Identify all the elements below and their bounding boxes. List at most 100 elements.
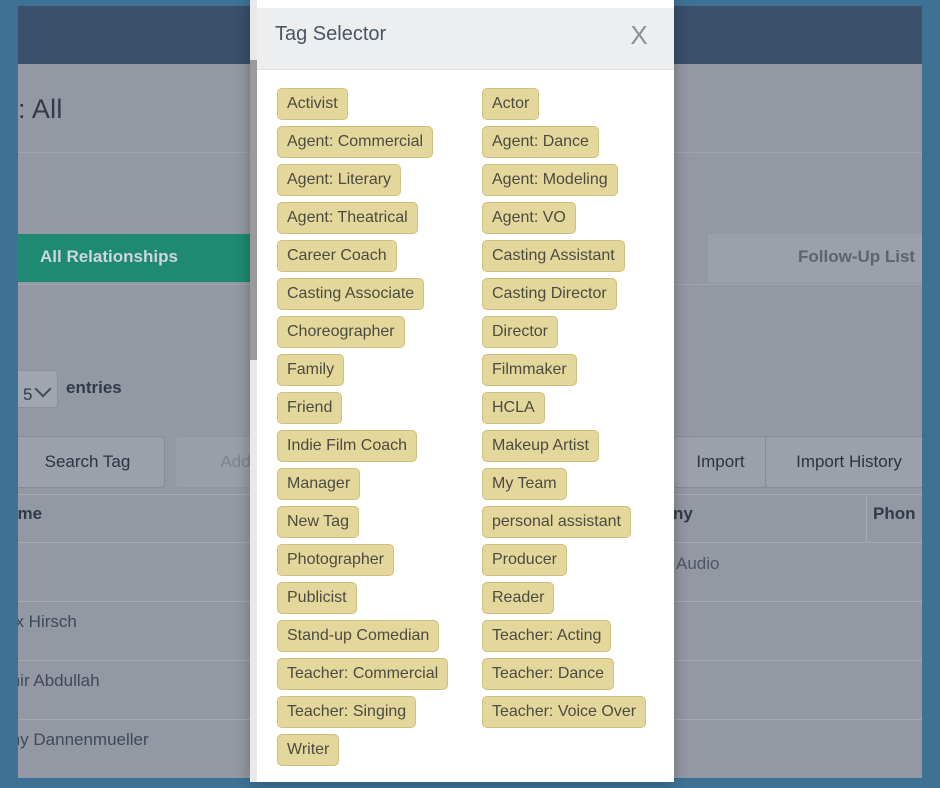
tag-row: Career Coach — [277, 240, 448, 278]
entries-label: entries — [66, 378, 122, 397]
tag-item[interactable]: Producer — [482, 544, 567, 576]
tag-row: Actor — [482, 88, 646, 126]
tab-follow-up-list-label: Follow-Up List — [798, 247, 916, 266]
tag-item[interactable]: Friend — [277, 392, 343, 424]
tag-row: HCLA — [482, 392, 646, 430]
tag-row: Agent: VO — [482, 202, 646, 240]
tag-row: Teacher: Commercial — [277, 658, 449, 696]
tag-row: Photographer — [277, 544, 448, 582]
tag-item[interactable]: Teacher: Singing — [277, 696, 417, 728]
tag-item[interactable]: Director — [482, 316, 559, 348]
tag-item[interactable]: Choreographer — [277, 316, 405, 348]
table-cell-name: my Dannenmueller — [18, 730, 149, 749]
tag-column-right: Actor Agent: Dance Agent: Modeling Agent: V… — [482, 88, 647, 734]
tag-row: personal assistant — [482, 506, 646, 544]
tag-row: Producer — [482, 544, 646, 582]
tag-row: Stand-up Comedian — [277, 620, 448, 658]
tag-item[interactable]: Indie Film Coach — [277, 430, 418, 462]
tag-row: Choreographer — [277, 316, 448, 354]
import-button[interactable]: Import — [673, 436, 768, 488]
tag-row: Reader — [482, 582, 646, 620]
modal-body: Activist Agent: Commercial Agent: Literary… — [257, 70, 674, 782]
tab-all-relationships[interactable] — [18, 234, 258, 282]
modal-scrollbar-thumb[interactable] — [250, 60, 257, 360]
tag-item[interactable]: HCLA — [482, 392, 545, 424]
tag-row: Indie Film Coach — [277, 430, 448, 468]
tag-row: Casting Associate — [277, 278, 448, 316]
tag-item[interactable]: New Tag — [277, 506, 359, 538]
tag-item[interactable]: Publicist — [277, 582, 357, 614]
tag-row: Teacher: Singing — [277, 696, 448, 734]
tag-item[interactable]: Agent: Dance — [482, 126, 599, 158]
tag-row: Teacher: Acting — [482, 620, 646, 658]
tag-item[interactable]: personal assistant — [482, 506, 631, 538]
tag-item[interactable]: Teacher: Voice Over — [482, 696, 647, 728]
table-cell-name: mir Abdullah — [18, 671, 100, 690]
tag-item[interactable]: Stand-up Comedian — [277, 620, 440, 652]
modal-scrollbar[interactable] — [250, 0, 257, 782]
table-cell-company: Audio — [676, 554, 720, 573]
tag-row: Manager — [277, 468, 448, 506]
entries-per-page-value: 5 — [23, 385, 33, 404]
tag-row: Teacher: Dance — [482, 658, 646, 696]
tag-item[interactable]: Casting Associate — [277, 278, 425, 310]
modal-header — [257, 8, 674, 70]
table-cell-name: ex Hirsch — [18, 612, 77, 631]
modal-title: Tag Selector — [275, 23, 387, 45]
tag-row: Casting Assistant — [482, 240, 646, 278]
tag-row: Writer — [277, 734, 448, 772]
tag-row: Agent: Modeling — [482, 164, 646, 202]
tag-row: My Team — [482, 468, 646, 506]
tag-item[interactable]: Agent: Theatrical — [277, 202, 418, 234]
tab-follow-up-list[interactable] — [708, 234, 922, 282]
tag-item[interactable]: Agent: Commercial — [277, 126, 434, 158]
close-icon[interactable]: X — [622, 18, 656, 52]
import-history-button[interactable]: Import History — [765, 436, 922, 488]
tag-item[interactable]: Teacher: Dance — [482, 658, 615, 690]
tag-item[interactable]: Family — [277, 354, 345, 386]
tag-row: Family — [277, 354, 448, 392]
tag-item[interactable]: Casting Director — [482, 278, 617, 310]
tag-row: Makeup Artist — [482, 430, 646, 468]
column-header-company[interactable]: ny — [673, 504, 693, 523]
tag-item[interactable]: Makeup Artist — [482, 430, 599, 462]
column-header-phone[interactable]: Phon — [873, 504, 916, 523]
chevron-down-icon — [34, 380, 52, 398]
column-header-name[interactable]: ame — [18, 504, 43, 523]
tag-row: Agent: Theatrical — [277, 202, 448, 240]
tag-item[interactable]: Writer — [277, 734, 340, 766]
tag-item[interactable]: My Team — [482, 468, 567, 500]
tag-column-left: Activist Agent: Commercial Agent: Literary… — [277, 88, 449, 772]
tag-row: Friend — [277, 392, 448, 430]
column-separator — [866, 494, 867, 542]
tag-row: Activist — [277, 88, 448, 126]
tag-item[interactable]: Manager — [277, 468, 361, 500]
tag-selector-modal: Tag Selector X Activist Agent: Commercial… — [250, 0, 674, 782]
tag-row: Director — [482, 316, 646, 354]
tag-item[interactable]: Teacher: Commercial — [277, 658, 449, 690]
tag-row: Agent: Dance — [482, 126, 646, 164]
tag-item[interactable]: Agent: VO — [482, 202, 576, 234]
tag-item[interactable]: Actor — [482, 88, 540, 120]
tag-row: Agent: Commercial — [277, 126, 448, 164]
tag-row: Filmmaker — [482, 354, 646, 392]
tag-item[interactable]: Activist — [277, 88, 348, 120]
tag-row: Teacher: Voice Over — [482, 696, 647, 734]
tag-item[interactable]: Filmmaker — [482, 354, 577, 386]
tag-item[interactable]: Photographer — [277, 544, 394, 576]
search-tag-button[interactable]: Search Tag — [18, 436, 165, 488]
tag-item[interactable]: Casting Assistant — [482, 240, 625, 272]
tag-row: Agent: Literary — [277, 164, 448, 202]
tag-item[interactable]: Teacher: Acting — [482, 620, 612, 652]
page-title: : All — [18, 94, 63, 124]
tag-item[interactable]: Reader — [482, 582, 555, 614]
tab-all-relationships-label: All Relationships — [40, 247, 178, 266]
tag-row: New Tag — [277, 506, 448, 544]
tag-item[interactable]: Career Coach — [277, 240, 397, 272]
entries-per-page-select[interactable]: 5 — [18, 370, 58, 408]
tag-item[interactable]: Agent: Literary — [277, 164, 402, 196]
tag-row: Publicist — [277, 582, 448, 620]
tag-item[interactable]: Agent: Modeling — [482, 164, 618, 196]
tag-row: Casting Director — [482, 278, 646, 316]
